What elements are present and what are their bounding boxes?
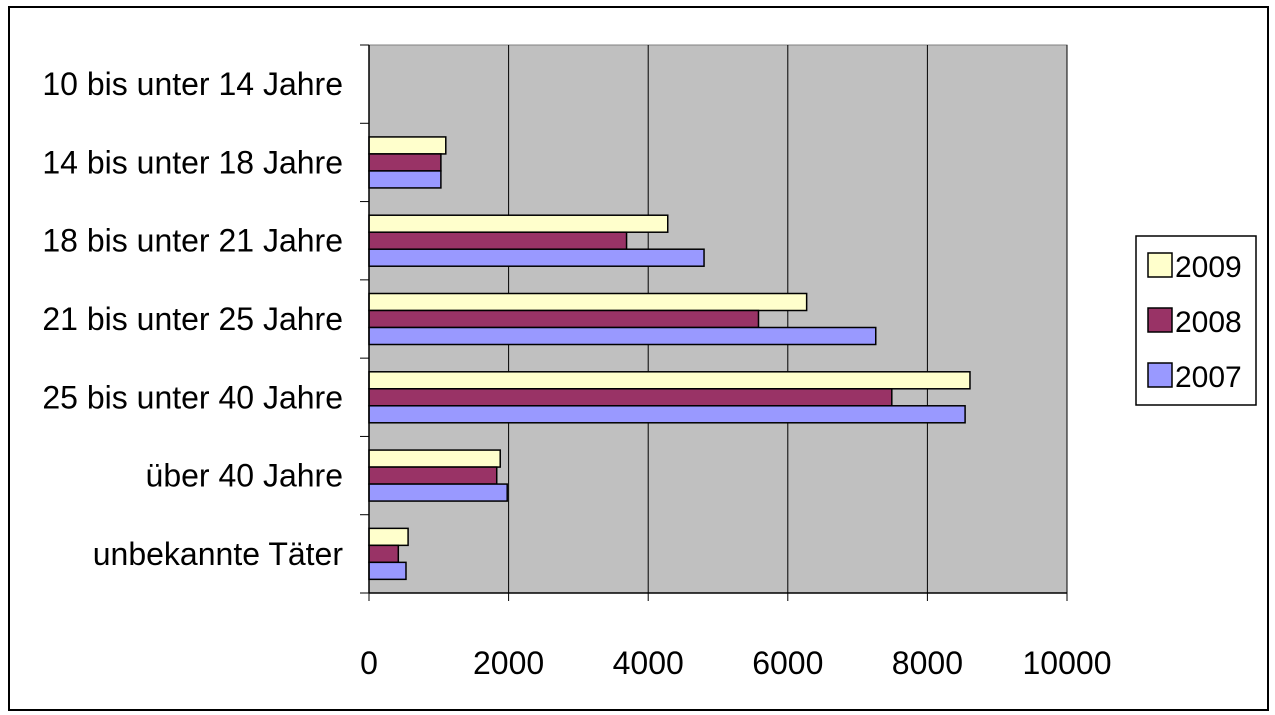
bar-2007: [368, 326, 877, 346]
legend-label: 2009: [1175, 251, 1242, 284]
x-tick-labels: 0 2000 4000 6000 8000 10000: [360, 645, 1111, 681]
x-tick-label: 2000: [473, 645, 544, 681]
bar-2009: [368, 136, 447, 155]
x-tick-label: 6000: [752, 645, 823, 681]
bar-2008: [368, 544, 400, 564]
category-label: 21 bis unter 25 Jahre: [42, 301, 343, 337]
legend-swatch: [1147, 252, 1173, 278]
bar-2008: [368, 231, 628, 250]
bar-2007: [368, 561, 407, 581]
bar-2009: [368, 292, 808, 312]
bar-2007: [368, 405, 966, 424]
category-label: unbekannte Täter: [93, 536, 344, 572]
x-tick-label: 0: [360, 645, 378, 681]
category-label: 18 bis unter 21 Jahre: [42, 223, 343, 259]
bar-2008: [368, 309, 760, 329]
legend: 2009 2008 2007: [1135, 235, 1257, 406]
category-label: über 40 Jahre: [146, 458, 343, 494]
x-tick-label: 4000: [613, 645, 684, 681]
x-tick-label: 10000: [1023, 645, 1112, 681]
bar-2009: [368, 527, 409, 547]
legend-swatch: [1147, 362, 1173, 388]
bar-2007: [368, 483, 508, 502]
bar-2008: [368, 466, 498, 485]
category-labels: 10 bis unter 14 Jahre 14 bis unter 18 Jah…: [42, 66, 343, 572]
category-label: 10 bis unter 14 Jahre: [42, 66, 343, 102]
bar-2009: [368, 214, 669, 233]
category-label: 14 bis unter 18 Jahre: [42, 144, 343, 180]
x-tick-label: 8000: [892, 645, 963, 681]
category-label: 25 bis unter 40 Jahre: [42, 379, 343, 415]
bar-2008: [368, 153, 442, 172]
bar-2008: [368, 388, 893, 407]
legend-swatch: [1147, 307, 1173, 333]
legend-label: 2007: [1175, 361, 1242, 394]
legend-label: 2008: [1175, 306, 1242, 339]
bar-2007: [368, 248, 705, 267]
bars: [368, 136, 971, 581]
bar-2009: [368, 371, 971, 390]
bar-2007: [368, 170, 442, 189]
axes: [360, 44, 1068, 601]
bar-2009: [368, 449, 501, 468]
